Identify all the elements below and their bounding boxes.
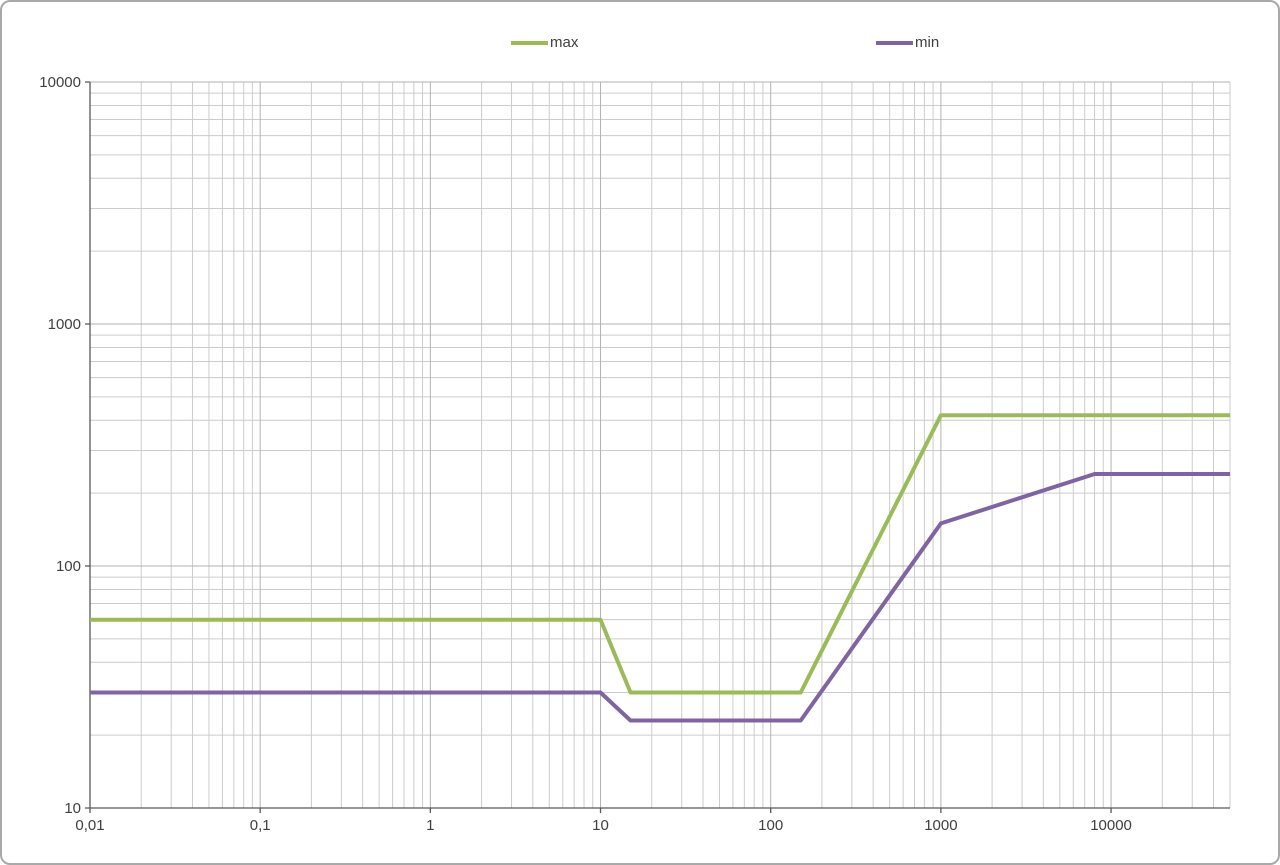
x-tick-label: 0,01 — [75, 817, 104, 834]
legend-swatch-max — [511, 40, 548, 45]
x-tick-label: 10000 — [1090, 817, 1132, 834]
y-tick-label: 1000 — [48, 316, 81, 333]
x-tick-label: 1 — [426, 817, 434, 834]
legend-label-min: min — [915, 34, 940, 51]
y-tick-label: 10000 — [39, 74, 81, 91]
gridlines-minor — [90, 82, 1231, 808]
legend-item-min: min — [876, 35, 939, 50]
series-line-min — [90, 472, 1230, 723]
legend-swatch-min — [876, 40, 913, 45]
legend-item-max: max — [511, 35, 578, 50]
x-tick-label: 1000 — [924, 817, 957, 834]
y-axis-tick-labels: 10 100 1000 10000 — [39, 74, 81, 817]
series-line-max — [90, 413, 1230, 695]
gridlines-major — [89, 81, 1230, 809]
legend-label-max: max — [550, 34, 579, 51]
tick-marks — [85, 81, 1112, 813]
x-tick-label: 100 — [758, 817, 783, 834]
y-tick-label: 100 — [56, 558, 81, 575]
x-axis-tick-labels: 0,01 0,1 1 10 100 1000 10000 — [75, 817, 1132, 834]
x-tick-label: 0,1 — [250, 817, 271, 834]
axes — [89, 82, 1230, 809]
x-tick-label: 10 — [592, 817, 609, 834]
y-tick-label: 10 — [64, 800, 81, 817]
